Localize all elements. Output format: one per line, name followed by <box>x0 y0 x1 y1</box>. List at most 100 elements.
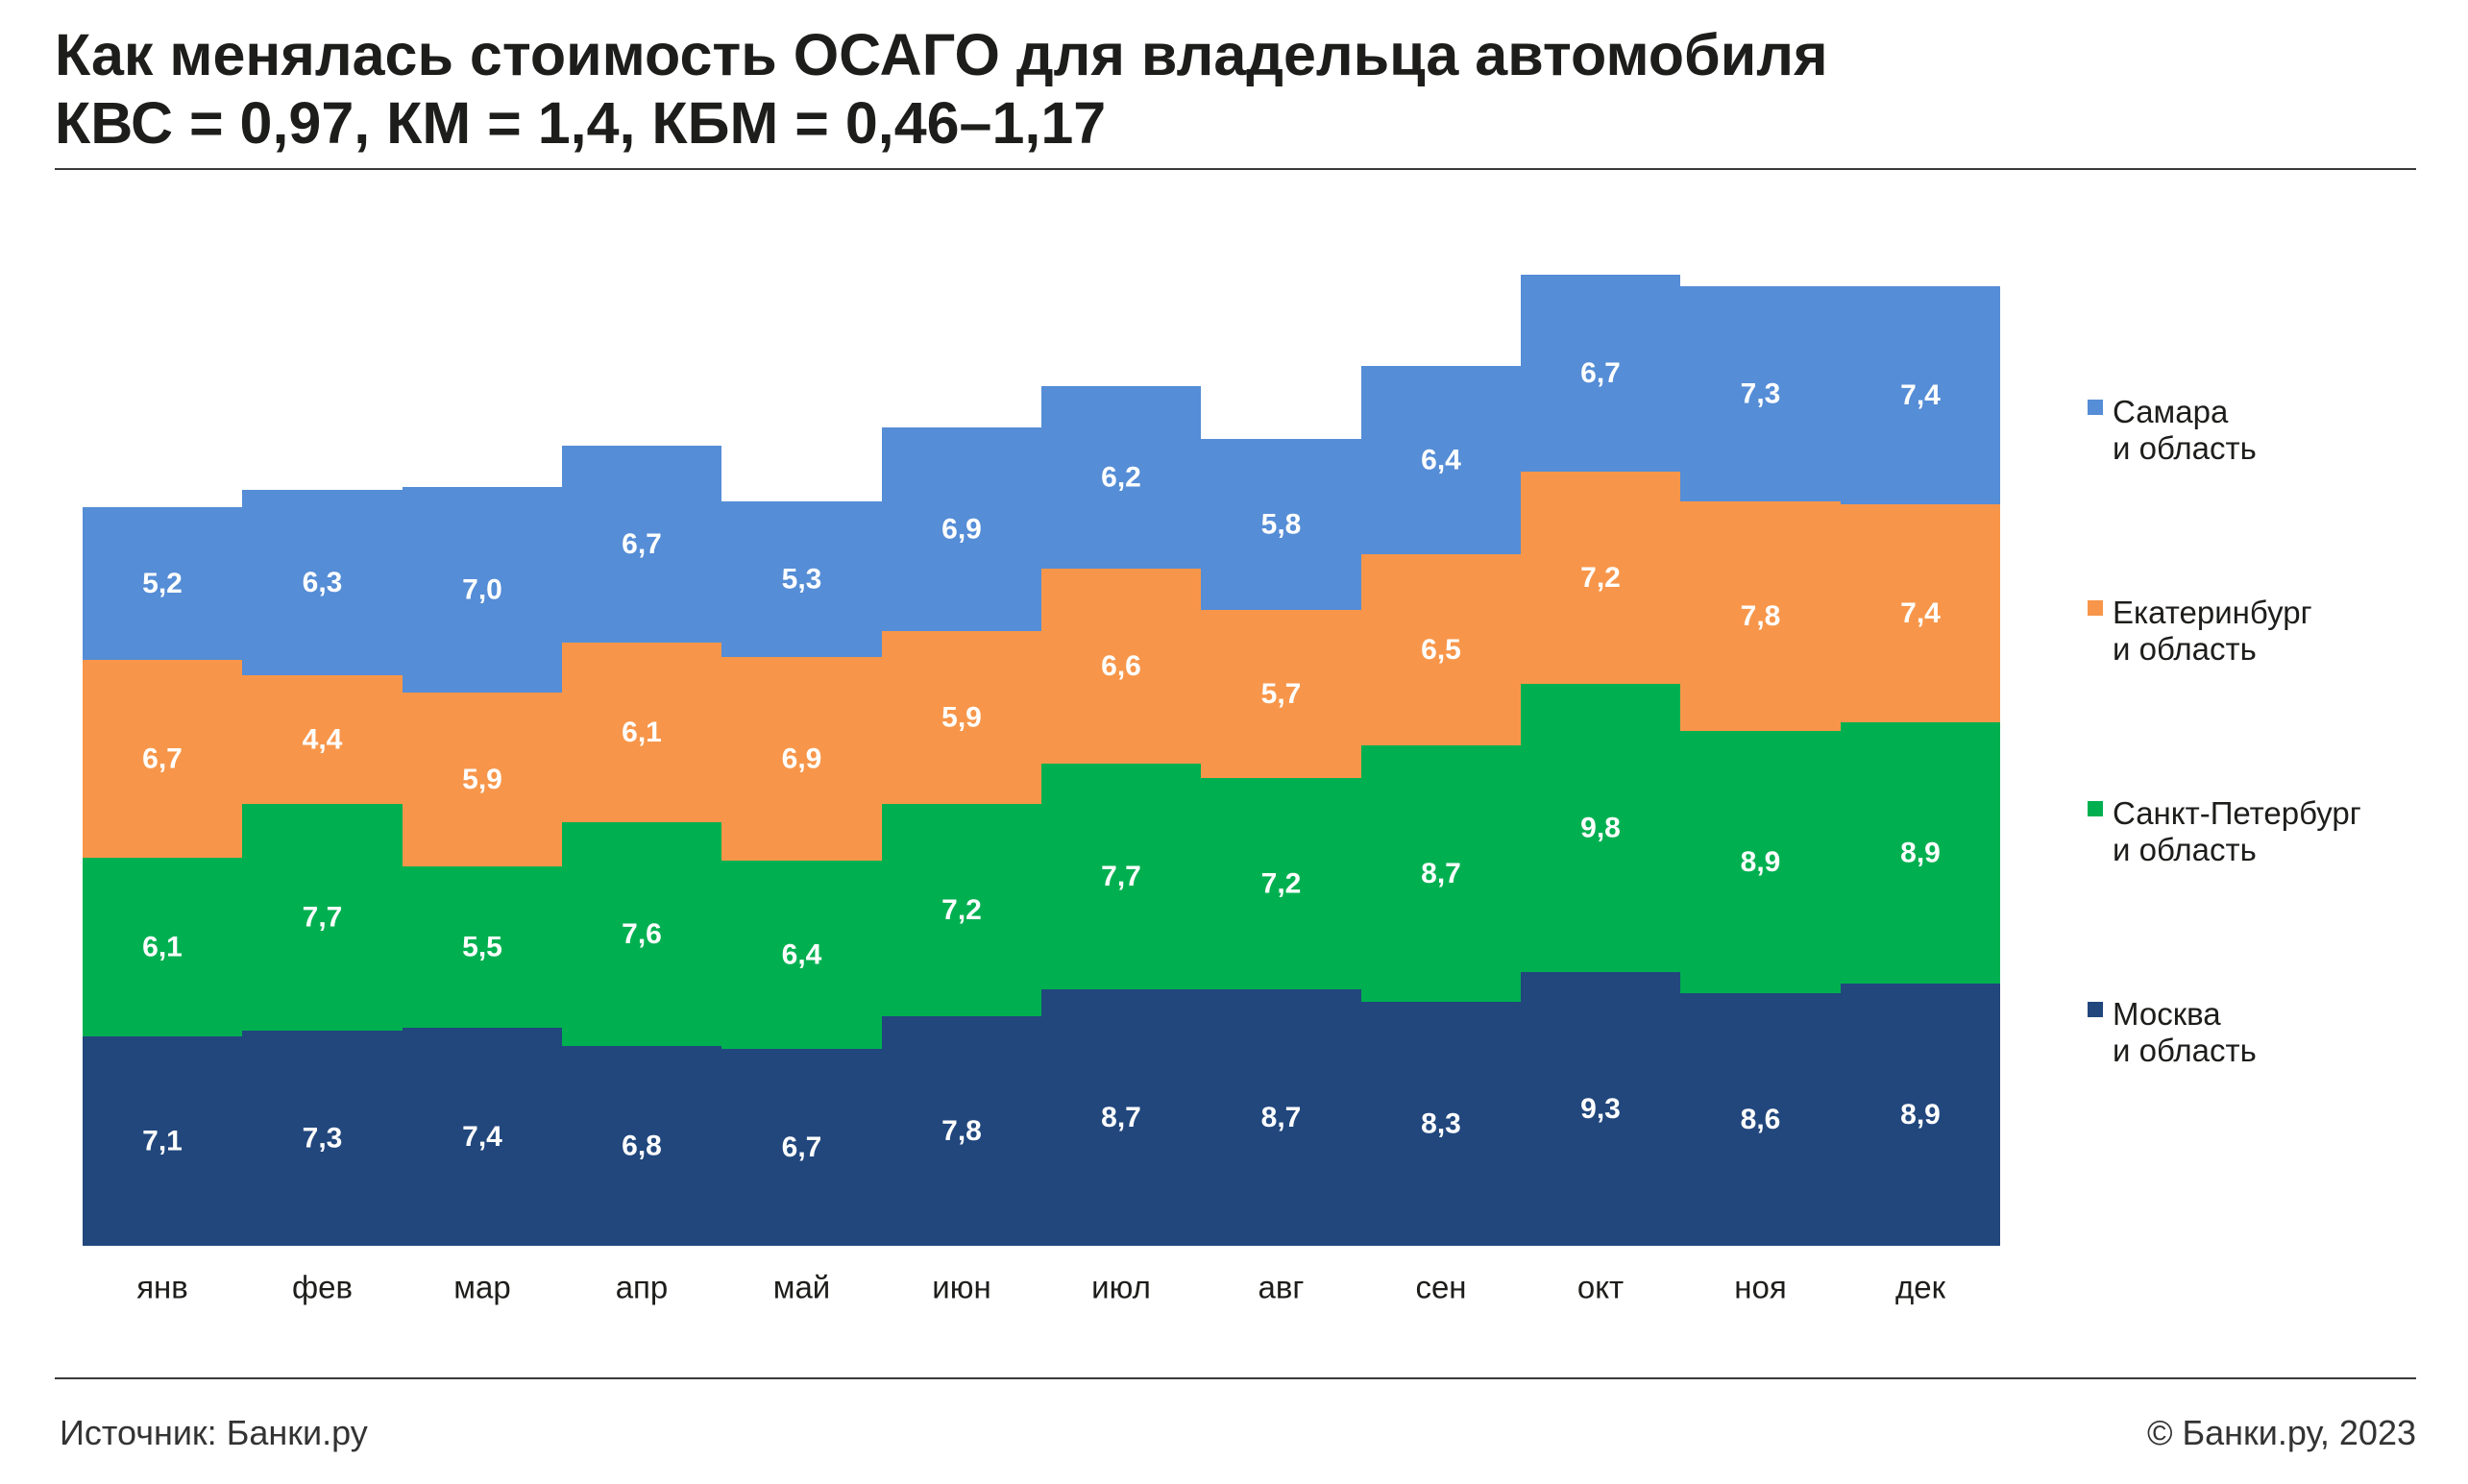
value-label: 6,7 <box>142 743 183 775</box>
bar-segment-s2-c7 <box>1201 610 1361 778</box>
bar-segment-s1-c5 <box>882 804 1041 1016</box>
value-label: 8,9 <box>1900 1099 1941 1131</box>
value-label: 7,3 <box>1741 378 1781 410</box>
value-label: 7,1 <box>142 1126 183 1157</box>
bar-segment-s0-c3 <box>562 1046 721 1246</box>
x-tick-label: авг <box>1258 1270 1305 1305</box>
bar-segment-s0-c11 <box>1841 984 2000 1246</box>
bar-segment-s2-c2 <box>403 693 562 866</box>
bar-segment-s0-c10 <box>1680 993 1841 1246</box>
legend-label: Санкт-Петербург и область <box>2113 795 2361 867</box>
value-label: 4,4 <box>303 724 343 756</box>
bar-segment-s3-c7 <box>1201 439 1361 610</box>
legend-item: Екатеринбург и область <box>2088 595 2405 668</box>
value-label: 6,1 <box>622 717 662 748</box>
value-label: 7,8 <box>1741 600 1781 632</box>
value-labels: 7,1 6,1 6,7 5,2 7,3 7,7 4,4 6,3 7,4 5,5 5,9 7,0 6,8 7… <box>142 357 1941 1163</box>
value-label: 6,1 <box>142 932 183 963</box>
bar-segment-s3-c3 <box>562 446 721 643</box>
copyright-note: © Банки.ру, 2023 <box>2146 1413 2416 1452</box>
x-tick-label: ноя <box>1734 1270 1786 1305</box>
legend-item: Москва и область <box>2088 996 2405 1069</box>
chart-title: Как менялась стоимость ОСАГО для владель… <box>55 22 1828 87</box>
x-tick-label: окт <box>1577 1270 1624 1305</box>
value-label: 7,7 <box>1101 861 1141 892</box>
chart-subtitle: КВС = 0,97, КМ = 1,4, КБМ = 0,46–1,17 <box>55 90 1107 156</box>
value-label: 7,7 <box>303 902 343 934</box>
value-label: 5,8 <box>1261 509 1302 541</box>
bar-segment-s2-c11 <box>1841 504 2000 722</box>
value-label: 7,2 <box>1580 562 1621 594</box>
value-label: 6,2 <box>1101 462 1141 494</box>
bar-segment-s3-c5 <box>882 427 1041 631</box>
bar-segment-s2-c6 <box>1041 569 1201 764</box>
bar-segment-s2-c9 <box>1521 472 1680 684</box>
bar-segment-s0-c4 <box>721 1049 882 1246</box>
value-label: 7,3 <box>303 1123 343 1155</box>
legend-swatch <box>2088 600 2103 616</box>
value-label: 7,0 <box>462 574 502 606</box>
legend-swatch <box>2088 1002 2103 1017</box>
value-label: 6,9 <box>941 514 982 546</box>
value-label: 8,6 <box>1741 1104 1781 1135</box>
bar-segment-s1-c2 <box>403 866 562 1028</box>
x-tick-label: янв <box>136 1270 188 1305</box>
bar-segment-s0-c5 <box>882 1016 1041 1246</box>
value-label: 5,3 <box>782 564 822 596</box>
x-tick-label: июл <box>1091 1270 1151 1305</box>
value-label: 7,2 <box>941 894 982 926</box>
bar-segment-s0-c7 <box>1201 989 1361 1246</box>
value-label: 6,9 <box>782 743 822 775</box>
bar-segment-s3-c11 <box>1841 286 2000 504</box>
value-label: 6,8 <box>622 1131 662 1162</box>
x-tick-label: июн <box>932 1270 990 1305</box>
bar-segment-s1-c3 <box>562 822 721 1046</box>
value-label: 6,5 <box>1421 634 1461 666</box>
bar-segment-s1-c8 <box>1361 745 1521 1002</box>
bar-segment-s0-c8 <box>1361 1002 1521 1246</box>
bar-segment-s2-c5 <box>882 631 1041 804</box>
value-label: 5,5 <box>462 932 502 963</box>
bar-segment-s1-c7 <box>1201 778 1361 989</box>
bar-segment-s2-c3 <box>562 643 721 822</box>
value-label: 8,7 <box>1421 858 1461 889</box>
value-label: 6,7 <box>622 528 662 560</box>
value-label: 8,3 <box>1421 1108 1461 1140</box>
value-label: 5,9 <box>462 764 502 795</box>
bar-segment-s0-c0 <box>83 1036 242 1246</box>
bar-segment-s1-c6 <box>1041 764 1201 989</box>
x-tick-label: фев <box>292 1270 353 1305</box>
bar-segment-s1-c1 <box>242 804 403 1031</box>
bar-segment-s3-c8 <box>1361 366 1521 554</box>
legend-item: Самара и область <box>2088 394 2405 467</box>
x-tick-label: дек <box>1895 1270 1946 1305</box>
bar-segment-s1-c0 <box>83 858 242 1036</box>
value-label: 7,2 <box>1261 868 1302 900</box>
x-tick-label: май <box>773 1270 830 1305</box>
legend-item: Санкт-Петербург и область <box>2088 795 2405 868</box>
bar-segment-s2-c4 <box>721 657 882 861</box>
legend-label: Москва и область <box>2113 996 2257 1068</box>
bar-segment-s3-c9 <box>1521 275 1680 472</box>
value-label: 7,8 <box>941 1115 982 1147</box>
value-label: 8,9 <box>1900 838 1941 869</box>
value-label: 9,8 <box>1580 813 1621 844</box>
value-label: 8,9 <box>1741 846 1781 878</box>
x-tick-label: апр <box>616 1270 669 1305</box>
top-divider <box>55 168 2416 170</box>
bar-segment-s2-c8 <box>1361 554 1521 745</box>
legend-label: Екатеринбург и область <box>2113 595 2312 667</box>
value-label: 9,3 <box>1580 1093 1621 1125</box>
bar-segment-s0-c1 <box>242 1031 403 1246</box>
value-label: 8,7 <box>1101 1102 1141 1133</box>
x-tick-label: сен <box>1415 1270 1466 1305</box>
value-label: 7,4 <box>1900 379 1941 411</box>
bar-segment-s0-c2 <box>403 1028 562 1246</box>
bar-segment-s1-c9 <box>1521 684 1680 972</box>
value-label: 6,3 <box>303 567 343 598</box>
bar-segment-s3-c4 <box>721 501 882 657</box>
bar-segment-s3-c2 <box>403 487 562 693</box>
bottom-divider <box>55 1377 2416 1379</box>
bar-segment-s2-c10 <box>1680 501 1841 731</box>
bar-segment-s2-c0 <box>83 660 242 858</box>
